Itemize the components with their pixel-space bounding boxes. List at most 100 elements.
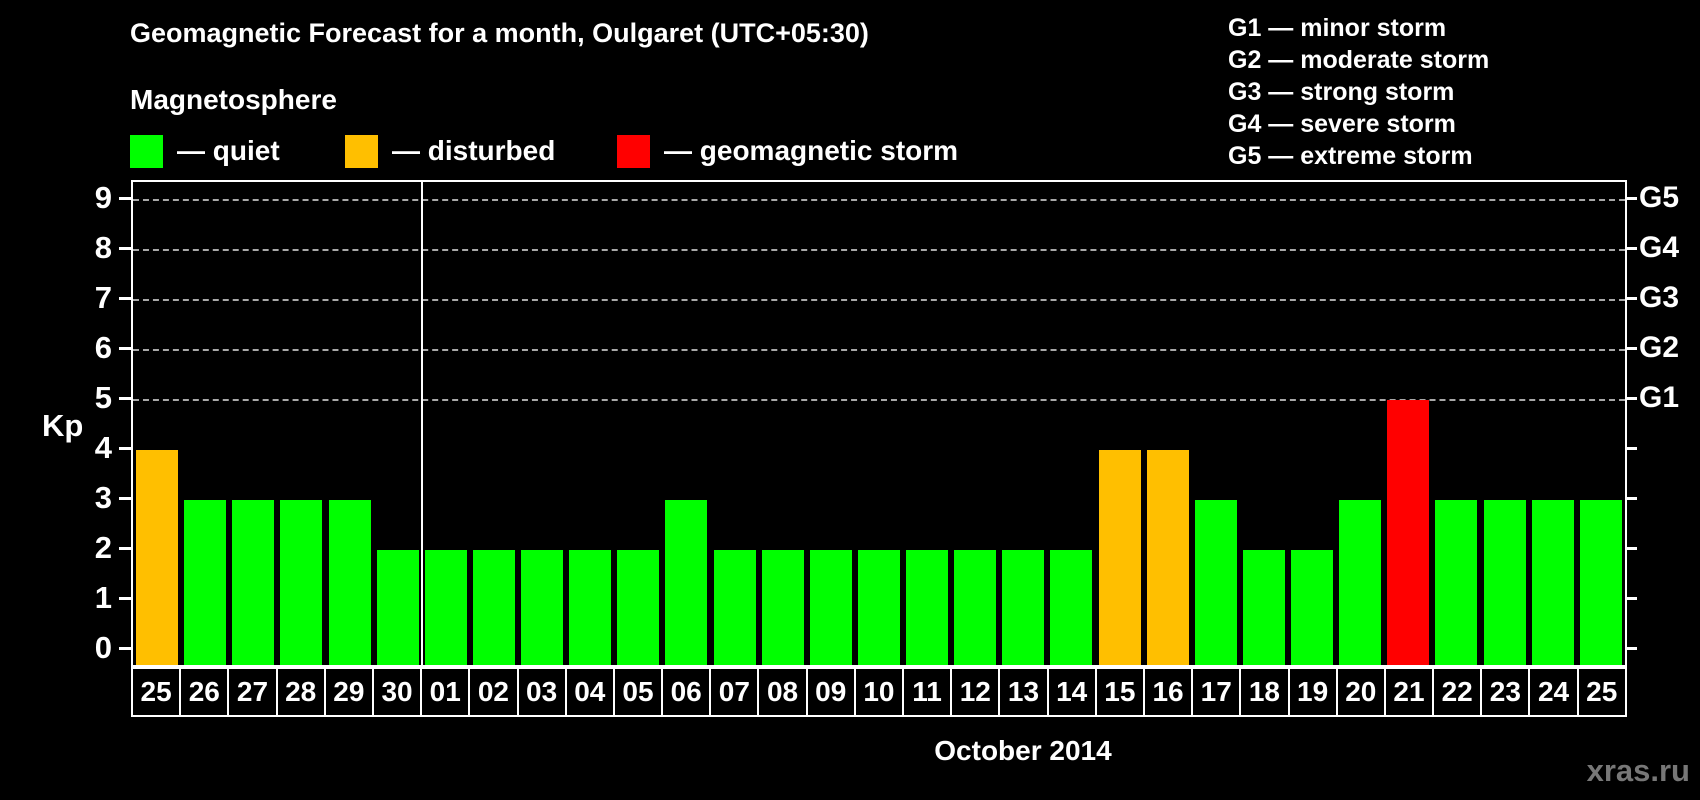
- kp-bar-day-04: [569, 550, 611, 665]
- kp-bar-day-22: [1435, 500, 1477, 665]
- x-axis-day-box-22: 22: [1432, 667, 1483, 717]
- y-axis-tick-left: [119, 397, 131, 400]
- watermark: xras.ru: [1586, 753, 1690, 788]
- kp-bar-day-17: [1195, 500, 1237, 665]
- x-axis-day-box-16: 16: [1142, 667, 1194, 717]
- y-axis-tick-left: [119, 347, 131, 350]
- y-axis-tick-right: [1625, 197, 1637, 200]
- x-axis-month-label: October 2014: [934, 735, 1112, 766]
- month-boundary-line: [421, 182, 423, 665]
- x-axis-day-box-03: 03: [516, 667, 567, 717]
- kp-bar-day-23: [1484, 500, 1526, 665]
- kp-bar-day-29: [329, 500, 371, 665]
- y-axis-tick-right: [1625, 547, 1637, 550]
- y-axis-label-3: 3: [94, 480, 112, 515]
- kp-bar-day-28: [280, 500, 322, 665]
- kp-bar-day-02: [473, 550, 515, 665]
- x-axis-day-box-09: 09: [805, 667, 856, 717]
- kp-bar-day-18: [1243, 550, 1285, 665]
- kp-bar-day-25: [1580, 500, 1622, 665]
- x-axis-day-box-02: 02: [468, 667, 519, 717]
- quiet-color-swatch: [130, 134, 163, 168]
- gridline-g3: [133, 299, 1625, 301]
- x-axis-day-box-25: 25: [131, 667, 182, 717]
- y-axis-tick-right: [1625, 347, 1637, 350]
- gridline-g1: [133, 399, 1625, 401]
- legend-item-storm: — geomagnetic storm: [617, 133, 958, 169]
- kp-bar-day-26: [184, 500, 226, 665]
- y-axis-label-7: 7: [94, 280, 112, 315]
- kp-bar-day-01: [425, 550, 467, 665]
- y-axis-label-5: 5: [94, 380, 112, 415]
- x-axis-day-box-14: 14: [1046, 667, 1097, 717]
- kp-bar-day-12: [954, 550, 996, 665]
- y-axis-label-6: 6: [94, 330, 112, 365]
- y-axis-label-8: 8: [94, 230, 112, 265]
- x-axis-day-box-04: 04: [564, 667, 615, 717]
- x-axis-day-box-27: 27: [227, 667, 278, 717]
- y-axis-tick-right: [1625, 647, 1637, 650]
- y-axis-tick-left: [119, 547, 131, 550]
- kp-bar-day-06: [665, 500, 707, 665]
- kp-bar-day-21: [1387, 400, 1429, 665]
- y-axis-tick-right: [1625, 497, 1637, 500]
- y-axis-label-1: 1: [94, 580, 112, 615]
- x-axis-day-box-08: 08: [757, 667, 808, 717]
- x-axis-day-box-26: 26: [179, 667, 230, 717]
- y-axis-label-4: 4: [94, 430, 112, 465]
- kp-bar-day-25: [136, 450, 178, 665]
- x-axis-day-box-05: 05: [612, 667, 664, 717]
- x-axis-day-box-17: 17: [1191, 667, 1242, 717]
- chart-title: Geomagnetic Forecast for a month, Oulgar…: [130, 18, 869, 48]
- kp-bar-day-15: [1099, 450, 1141, 665]
- x-axis-day-box-28: 28: [275, 667, 326, 717]
- storm-scale-legend-g4: G4 — severe storm: [1228, 110, 1456, 138]
- right-axis-label-g4: G4: [1639, 231, 1680, 264]
- kp-bar-day-30: [377, 550, 419, 665]
- storm-scale-legend: G1 — minor storm G2 — moderate storm G3 …: [1228, 12, 1489, 172]
- kp-bar-day-27: [232, 500, 274, 665]
- x-axis-day-box-25: 25: [1576, 667, 1627, 717]
- y-axis-title: Kp: [42, 408, 84, 443]
- x-axis-day-box-23: 23: [1480, 667, 1531, 717]
- x-axis-day-box-06: 06: [661, 667, 712, 717]
- gridline-g5: [133, 199, 1625, 201]
- kp-bar-day-08: [762, 550, 804, 665]
- y-axis-tick-left: [119, 247, 131, 250]
- x-axis-day-box-10: 10: [853, 667, 904, 717]
- x-axis-day-box-29: 29: [323, 667, 374, 717]
- x-axis-day-box-15: 15: [1094, 667, 1145, 717]
- x-axis-day-box-21: 21: [1383, 667, 1435, 717]
- gridline-g4: [133, 249, 1625, 251]
- x-axis-day-box-24: 24: [1528, 667, 1579, 717]
- y-axis-tick-left: [119, 197, 131, 200]
- y-axis-tick-left: [119, 597, 131, 600]
- kp-bar-day-16: [1147, 450, 1189, 665]
- storm-scale-legend-g5: G5 — extreme storm: [1228, 142, 1473, 170]
- y-axis-tick-left: [119, 297, 131, 300]
- y-axis-tick-left: [119, 447, 131, 450]
- legend-item-quiet: — quiet: [130, 133, 280, 169]
- y-axis-tick-right: [1625, 247, 1637, 250]
- legend-item-label: — disturbed: [392, 135, 556, 166]
- kp-bar-day-13: [1002, 550, 1044, 665]
- right-axis-label-g3: G3: [1639, 281, 1680, 314]
- x-axis-day-labels: 25 26 27 28 29 30 01 02 03 04 05 06 07 08 09 10 11 12 13 14…: [131, 667, 1627, 717]
- x-axis-day-box-01: 01: [420, 667, 471, 717]
- y-axis-label-2: 2: [94, 530, 112, 565]
- kp-bar-day-05: [617, 550, 659, 665]
- x-axis-day-box-11: 11: [902, 667, 953, 717]
- y-axis-tick-right: [1625, 447, 1637, 450]
- kp-bar-day-07: [714, 550, 756, 665]
- kp-bar-day-10: [858, 550, 900, 665]
- kp-bar-day-14: [1050, 550, 1092, 665]
- right-axis-label-g1: G1: [1639, 381, 1680, 414]
- right-axis-label-g5: G5: [1639, 181, 1680, 214]
- legend-item-disturbed: — disturbed: [345, 133, 555, 169]
- x-axis-day-box-12: 12: [950, 667, 1001, 717]
- y-axis-label-0: 0: [94, 630, 112, 665]
- x-axis-day-box-19: 19: [1287, 667, 1338, 717]
- storm-scale-legend-g2: G2 — moderate storm: [1228, 46, 1490, 74]
- y-axis-tick-left: [119, 647, 131, 650]
